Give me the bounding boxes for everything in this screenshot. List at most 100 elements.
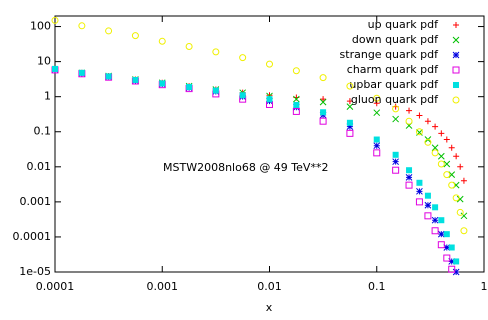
data-point <box>239 92 246 99</box>
data-point <box>452 194 460 202</box>
data-point <box>460 212 468 220</box>
data-point <box>185 42 193 50</box>
data-point <box>78 69 85 76</box>
data-point <box>159 80 166 87</box>
data-point <box>424 201 432 209</box>
data-point <box>443 171 451 179</box>
data-point <box>212 87 219 94</box>
data-point <box>319 117 327 125</box>
data-point <box>431 227 439 235</box>
data-point <box>437 230 445 238</box>
legend-label: gluon quark pdf <box>351 93 439 106</box>
data-point <box>319 98 327 106</box>
data-point <box>346 129 354 137</box>
data-point <box>448 244 455 251</box>
data-point <box>438 130 445 137</box>
data-point <box>346 123 354 130</box>
y-tick-label: 0.01 <box>27 160 52 173</box>
data-point <box>443 231 450 238</box>
data-point <box>405 174 413 181</box>
data-point <box>456 208 464 216</box>
data-point <box>437 152 445 160</box>
y-tick-label: 100 <box>30 20 51 33</box>
legend-label: up quark pdf <box>368 18 439 31</box>
data-point <box>131 32 139 40</box>
data-point <box>392 115 399 123</box>
data-point <box>424 138 432 146</box>
data-point <box>373 136 380 143</box>
data-point <box>424 192 431 199</box>
data-point <box>416 112 423 119</box>
annotation: MSTW2008nlo68 @ 49 TeV**2 <box>163 161 328 174</box>
data-point <box>448 171 456 178</box>
data-point <box>373 142 381 150</box>
data-point <box>453 258 460 265</box>
data-point <box>453 153 460 160</box>
data-point <box>448 258 456 265</box>
data-point <box>415 198 423 206</box>
data-point <box>457 163 464 170</box>
y-tick-label: 0.001 <box>20 195 52 208</box>
data-point <box>373 109 381 117</box>
legend-marker <box>452 51 460 59</box>
data-point <box>448 144 455 151</box>
data-point <box>158 37 166 45</box>
data-point <box>392 166 400 174</box>
data-point <box>460 227 468 235</box>
data-point <box>437 160 445 168</box>
data-point <box>212 48 220 56</box>
data-point <box>239 54 247 62</box>
x-tick-label: 0.01 <box>257 280 282 293</box>
x-tick-label: 0.1 <box>368 280 386 293</box>
x-axis-label: x <box>266 301 273 314</box>
data-point <box>186 83 193 90</box>
data-point <box>438 217 445 224</box>
data-point <box>319 74 327 82</box>
legend-label: charm quark pdf <box>347 63 439 76</box>
x-tick-label: 1 <box>481 280 488 293</box>
data-point <box>416 179 423 186</box>
data-point <box>452 268 460 276</box>
data-point <box>448 265 456 273</box>
data-point <box>320 109 327 116</box>
data-point <box>424 118 431 125</box>
y-tick-label: 1 <box>44 90 51 103</box>
data-point <box>456 195 464 203</box>
data-point <box>448 181 456 189</box>
data-point <box>392 158 399 166</box>
y-tick-label: 0.1 <box>34 125 52 138</box>
data-point <box>460 177 467 184</box>
data-point <box>105 73 112 80</box>
data-point <box>373 149 381 157</box>
data-point <box>346 103 354 110</box>
data-point <box>292 67 300 75</box>
data-point <box>392 151 399 158</box>
data-point <box>293 95 300 103</box>
data-point <box>437 241 445 249</box>
data-point <box>405 181 413 189</box>
legend-label: down quark pdf <box>352 33 439 46</box>
data-point <box>320 96 327 103</box>
data-point <box>443 254 451 262</box>
data-point <box>52 65 58 72</box>
legend-label: upbar quark pdf <box>349 78 439 91</box>
data-point <box>346 119 353 126</box>
data-point <box>392 105 400 113</box>
data-point <box>431 144 439 152</box>
data-point <box>292 107 300 115</box>
data-point <box>424 212 432 220</box>
x-tick-label: 0.0001 <box>36 280 75 293</box>
data-point <box>406 107 413 114</box>
data-point <box>132 76 139 83</box>
x-tick-label: 0.001 <box>147 280 179 293</box>
data-point <box>443 160 451 168</box>
data-point <box>78 22 86 30</box>
legend-marker <box>452 36 460 44</box>
data-point <box>432 123 439 130</box>
data-point <box>346 98 353 105</box>
data-point <box>443 136 450 143</box>
legend-marker <box>452 66 460 74</box>
data-point <box>266 96 273 103</box>
data-point <box>405 117 413 125</box>
